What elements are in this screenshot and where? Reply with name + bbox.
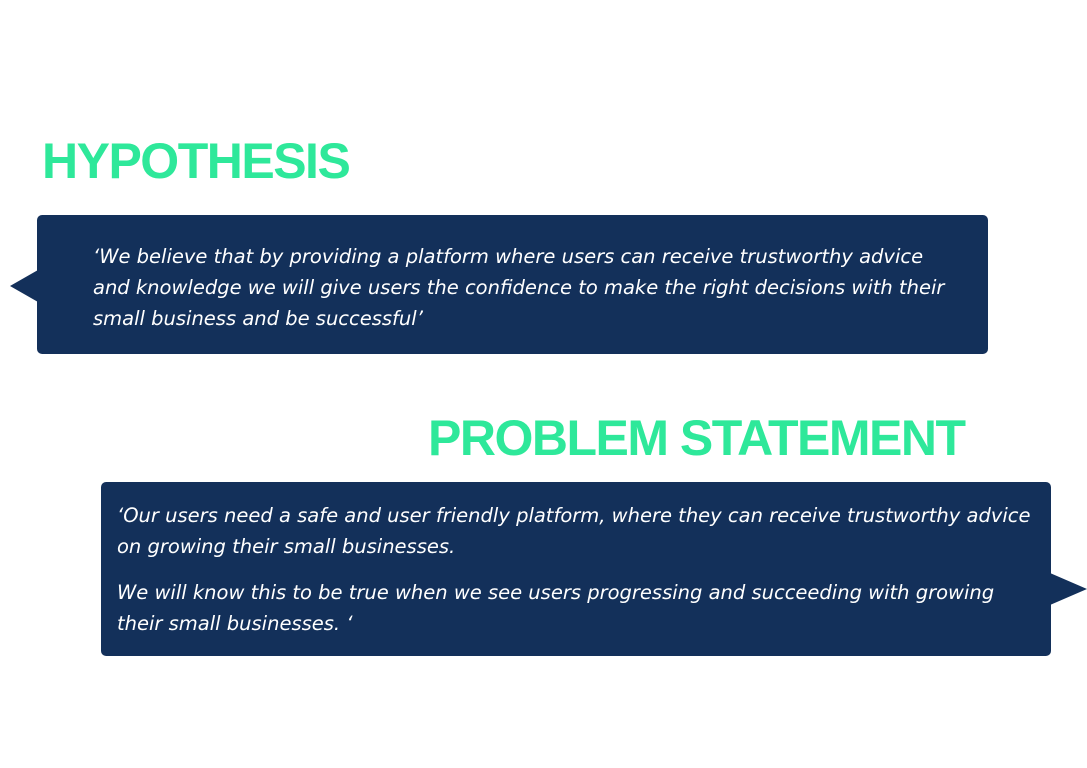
problem-statement-paragraph-2: We will know this to be true when we see… bbox=[117, 581, 995, 635]
hypothesis-speech-bubble: ‘We believe that by providing a platform… bbox=[37, 215, 988, 354]
problem-statement-paragraph-1: ‘Our users need a safe and user friendly… bbox=[117, 504, 1031, 558]
hypothesis-heading: HYPOTHESIS bbox=[42, 133, 351, 189]
problem-statement-heading: PROBLEM STATEMENT bbox=[428, 410, 966, 466]
problem-statement-speech-bubble: ‘Our users need a safe and user friendly… bbox=[101, 482, 1051, 656]
hypothesis-speech-tail bbox=[10, 270, 38, 302]
problem-statement-speech-tail bbox=[1050, 573, 1087, 605]
hypothesis-statement: ‘We believe that by providing a platform… bbox=[93, 245, 945, 330]
